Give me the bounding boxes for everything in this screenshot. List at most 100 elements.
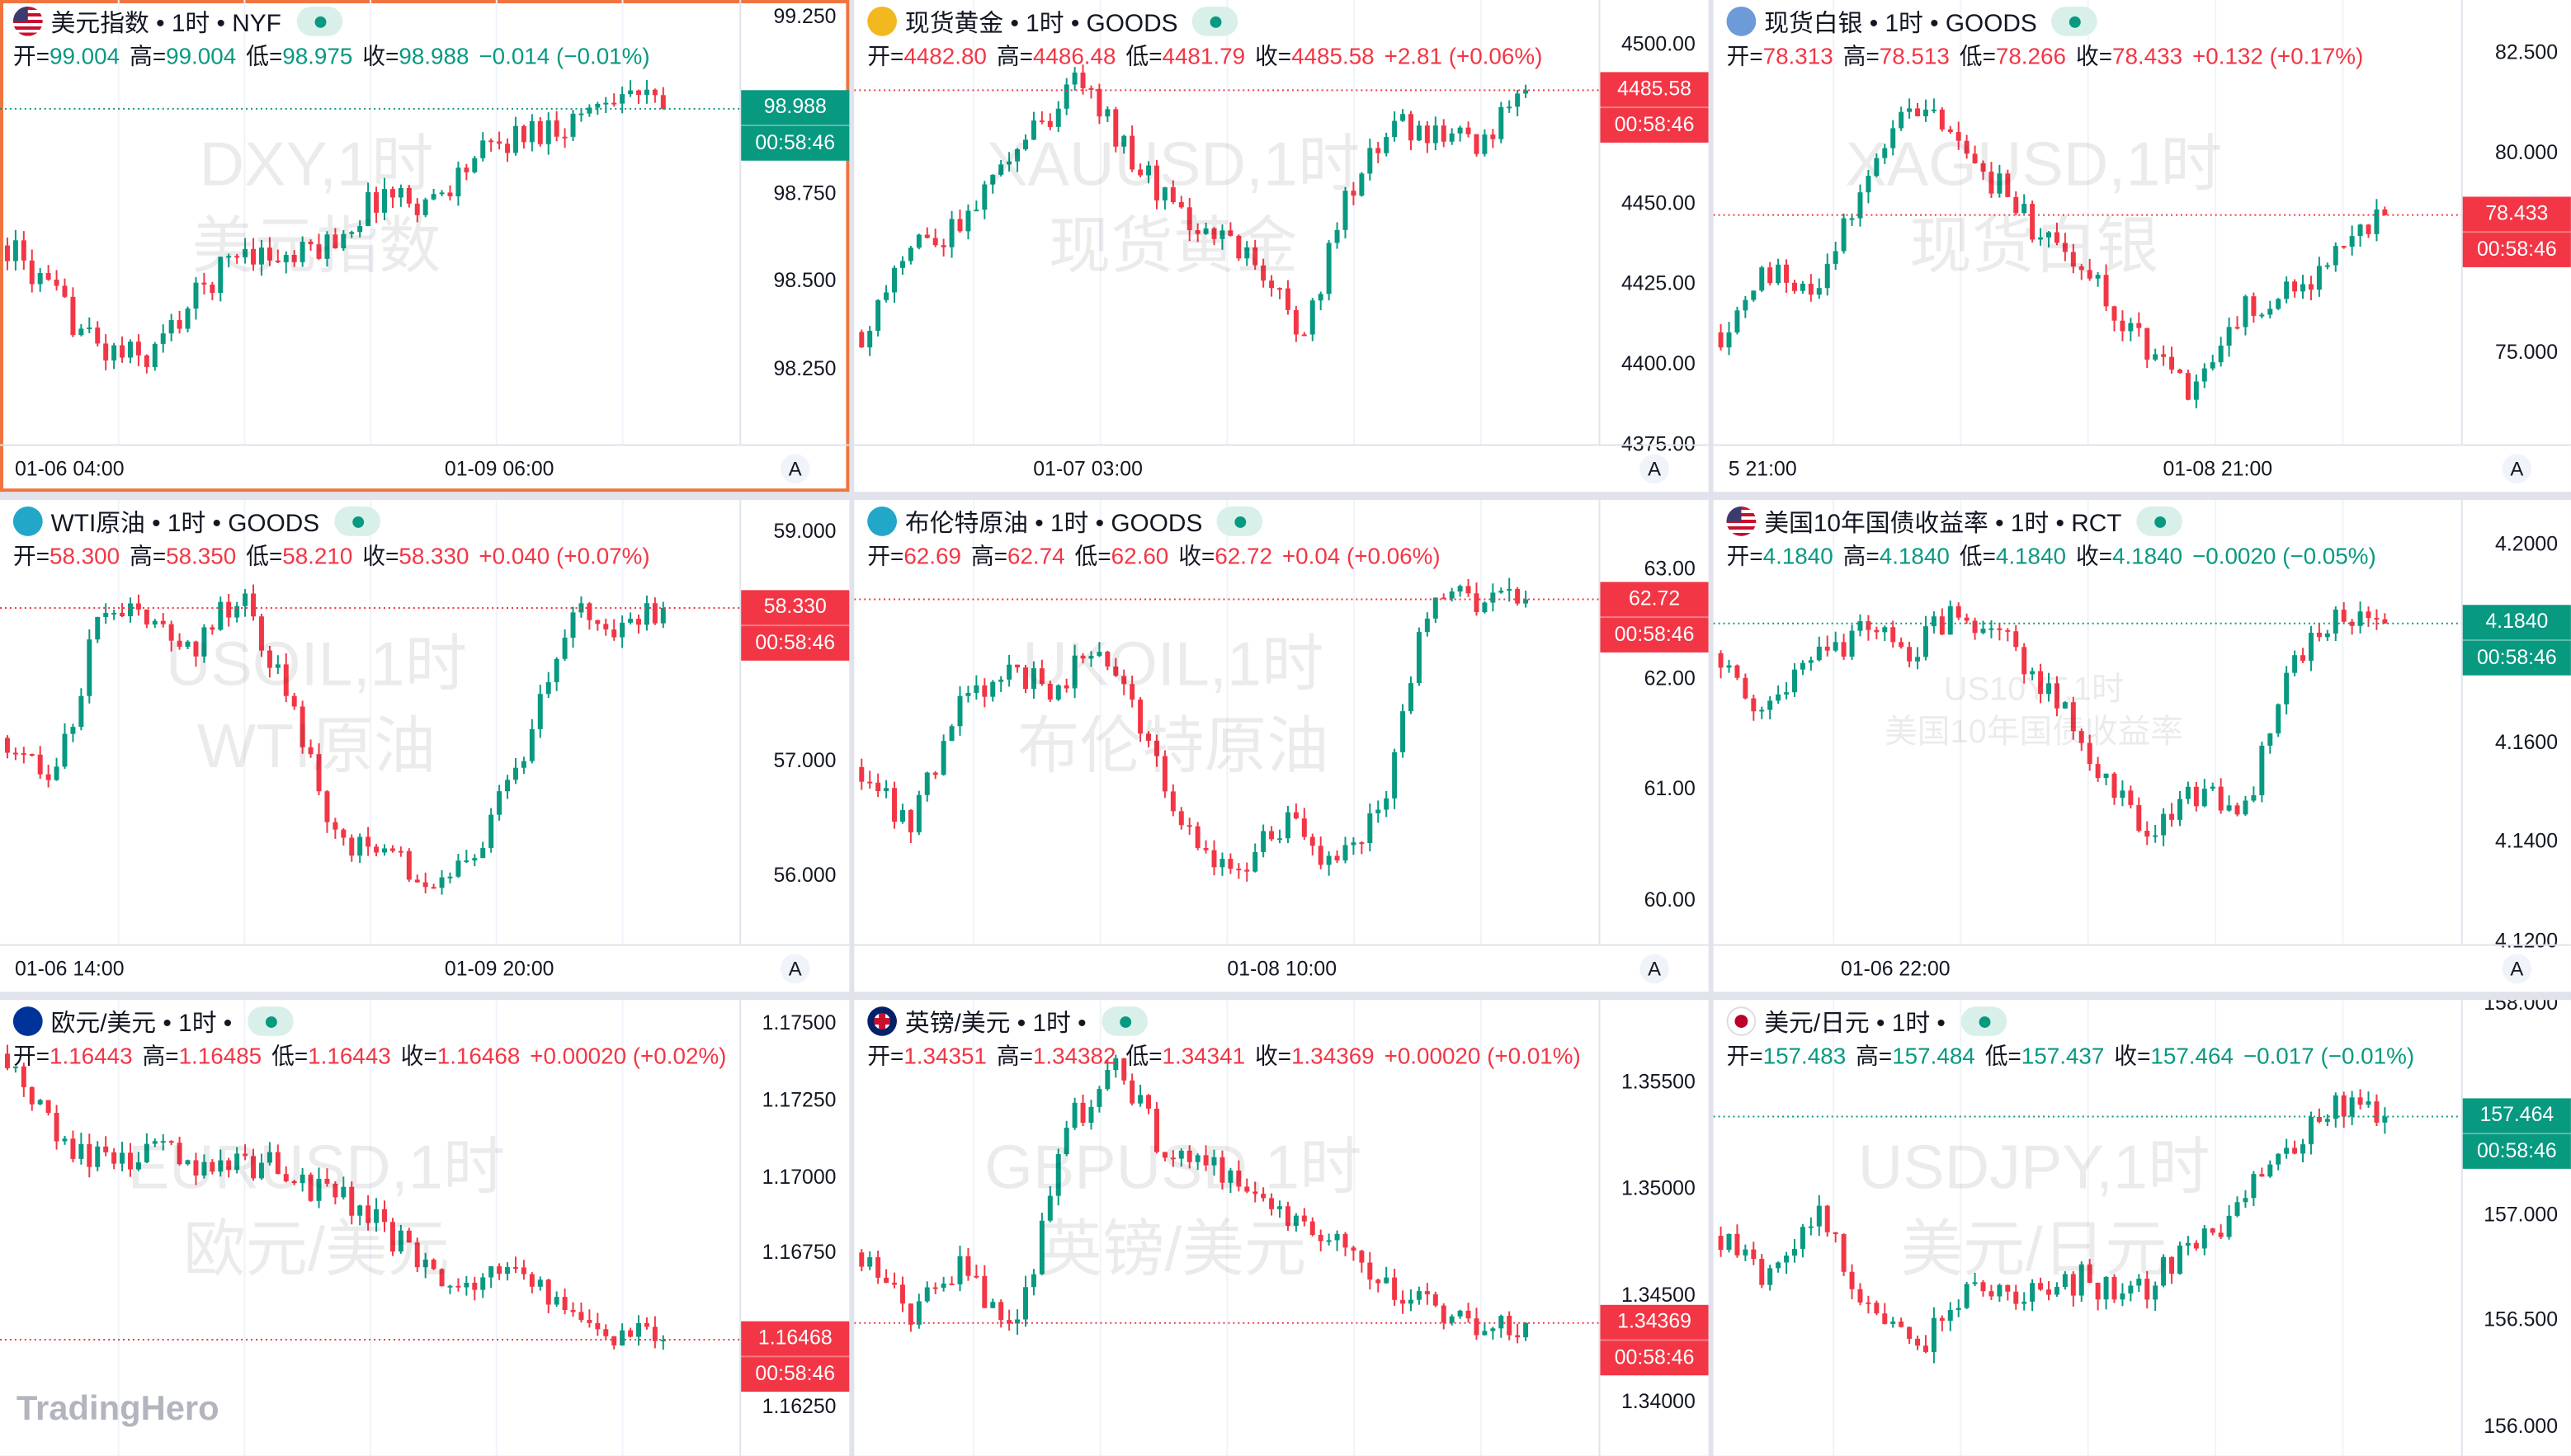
time-axis[interactable]: A 01-06 04:00 01-09 06:00	[0, 444, 850, 492]
candle-body	[1252, 851, 1258, 872]
candle-body	[308, 747, 314, 755]
candle-body	[2070, 702, 2076, 732]
chart-panel-eurusd[interactable]: 欧元/美元 • 1时 • 开=1.16443 高=1.16485 低=1.16443…	[0, 1000, 850, 1456]
candle-body	[2276, 1153, 2281, 1165]
auto-scale-button[interactable]: A	[2502, 454, 2532, 484]
chart-panel-dxy[interactable]: 美元指数 • 1时 • NYF 开=99.004 高=99.004 低=98.975…	[0, 0, 850, 492]
symbol-title[interactable]: 现货白银 • 1时 • GOODS	[1764, 8, 2037, 37]
price-axis[interactable]: 63.00 62.00 61.00 60.00 62.72 00:58:46	[1598, 500, 1709, 946]
time-axis[interactable]: A 01-08 10:00	[854, 944, 1709, 992]
price-axis[interactable]: 82.500 80.000 75.000 78.433 00:58:46	[2460, 0, 2571, 446]
last-price: 78.433	[2485, 201, 2549, 225]
candle-body	[2333, 610, 2338, 634]
candle-body	[1890, 627, 1896, 643]
candle-body	[1931, 1317, 1937, 1352]
candle-body	[1964, 140, 1970, 154]
high-value: 1.16485	[178, 1042, 262, 1069]
chart-panel-ukoil[interactable]: 布伦特原油 • 1时 • GOODS 开=62.69 高=62.74 低=62.60…	[854, 500, 1709, 992]
candle-body	[144, 355, 149, 367]
candle-body	[1186, 207, 1192, 231]
price-axis[interactable]: 1.35500 1.35000 1.34500 1.34000 1.34369 00:58…	[1598, 1000, 1709, 1456]
candle-body	[521, 761, 526, 768]
candle-body	[398, 851, 403, 853]
symbol-title[interactable]: 欧元/美元 • 1时 •	[50, 1009, 233, 1037]
symbol-title[interactable]: 美国10年国债收益率 • 1时 • RCT	[1764, 509, 2122, 537]
candle-body	[924, 234, 930, 238]
symbol-title[interactable]: 美元指数 • 1时 • NYF	[50, 8, 281, 37]
bar-countdown: 00:58:46	[741, 125, 850, 162]
high-label: 高=	[996, 1042, 1033, 1069]
high-label: 高=	[130, 542, 167, 569]
time-axis[interactable]: A 01-07 03:00	[854, 444, 1709, 492]
last-price: 58.330	[763, 595, 827, 618]
symbol-title[interactable]: 现货黄金 • 1时 • GOODS	[904, 8, 1178, 37]
candle-body	[160, 620, 166, 624]
candle-body	[218, 257, 224, 294]
price-axis[interactable]: 1.17500 1.17250 1.17000 1.16750 1.16250 1.164…	[739, 1000, 850, 1456]
time-axis[interactable]: A 01-06 22:00	[1713, 944, 2571, 992]
candle-body	[283, 664, 289, 696]
candle-body	[21, 240, 26, 261]
candle-body	[497, 1266, 502, 1275]
candle-body	[1195, 1155, 1201, 1162]
candle-body	[1055, 108, 1061, 127]
candle-body	[2300, 1144, 2306, 1154]
auto-scale-button[interactable]: A	[780, 454, 810, 484]
symbol-title[interactable]: 英镑/美元 • 1时 •	[904, 1009, 1087, 1037]
candle-body	[1465, 127, 1471, 134]
time-axis[interactable]: A 5 21:00 01-08 21:00	[1713, 444, 2571, 492]
candle-body	[1392, 752, 1398, 799]
candle-body	[103, 343, 109, 360]
open-label: 开=	[1726, 1042, 1763, 1069]
symbol-title[interactable]: 布伦特原油 • 1时 • GOODS	[904, 509, 1203, 537]
low-value: 4.1840	[1995, 542, 2066, 569]
chart-panel-us10y[interactable]: 美国10年国债收益率 • 1时 • RCT 开=4.1840 高=4.1840 低=…	[1713, 500, 2571, 992]
candle-body	[1498, 591, 1504, 593]
symbol-ic-gold-icon	[867, 6, 897, 36]
candle-body	[2054, 1287, 2059, 1295]
candle-body	[120, 1152, 125, 1164]
candle-body	[1474, 593, 1479, 613]
close-label: 收=	[2114, 1042, 2151, 1069]
candle-body	[1375, 1279, 1381, 1284]
price-axis[interactable]: 4500.00 4450.00 4425.00 4400.00 4375.00 4485.…	[1598, 0, 1709, 455]
auto-scale-button[interactable]: A	[1639, 454, 1669, 484]
chart-panel-usoil[interactable]: WTI原油 • 1时 • GOODS 开=58.300 高=58.350 低=58.…	[0, 500, 850, 992]
candle-body	[2095, 275, 2101, 279]
chart-panel-gbpusd[interactable]: 英镑/美元 • 1时 • 开=1.34351 高=1.34382 低=1.34341…	[854, 1000, 1709, 1456]
auto-scale-button[interactable]: A	[2502, 954, 2532, 984]
price-axis[interactable]: 158.000 157.000 156.500 156.000 157.464 00:58…	[2460, 1000, 2571, 1456]
candle-body	[1955, 605, 1961, 618]
candle-body	[2153, 1285, 2158, 1300]
candle-body	[1392, 1277, 1398, 1300]
candle-body	[1088, 656, 1094, 659]
candle-body	[1138, 169, 1144, 176]
candle-body	[982, 1275, 988, 1308]
candle-body	[1113, 1058, 1119, 1071]
auto-scale-button[interactable]: A	[780, 954, 810, 984]
candle-body	[2013, 1291, 2019, 1304]
auto-scale-button[interactable]: A	[1639, 954, 1669, 984]
chart-panel-xauusd[interactable]: 现货黄金 • 1时 • GOODS 开=4482.80 高=4486.48 低=44…	[854, 0, 1709, 492]
candle-body	[12, 1066, 18, 1068]
candle-body	[2374, 618, 2380, 620]
chart-legend: 布伦特原油 • 1时 • GOODS 开=62.69 高=62.74 低=62.60…	[867, 505, 1441, 573]
candle-body	[2251, 795, 2257, 801]
market-open-status-icon	[334, 507, 380, 536]
price-axis[interactable]: 59.000 57.000 56.000 58.330 00:58:46	[739, 500, 850, 946]
symbol-title[interactable]: WTI原油 • 1时 • GOODS	[50, 509, 320, 537]
price-axis[interactable]: 4.2000 4.1600 4.1400 4.1200 4.1840 00:58:46	[2460, 500, 2571, 953]
candle-body	[1767, 1268, 1773, 1285]
candle-body	[357, 836, 363, 856]
candle-body	[283, 1174, 289, 1181]
chart-panel-usdjpy[interactable]: 美元/日元 • 1时 • 开=157.483 高=157.484 低=157.437…	[1713, 1000, 2571, 1456]
symbol-title[interactable]: 美元/日元 • 1时 •	[1764, 1009, 1946, 1037]
ohlc-values: 开=62.69 高=62.74 低=62.60 收=62.72 +0.04 (+0.06…	[867, 540, 1440, 573]
time-axis[interactable]: A 01-06 14:00 01-09 20:00	[0, 944, 850, 992]
candle-body	[291, 255, 297, 262]
price-axis[interactable]: 99.250 98.750 98.500 98.250 98.988 00:58:46	[739, 0, 850, 446]
candle-body	[636, 1322, 641, 1337]
candle-body	[1972, 153, 1978, 163]
candle-body	[70, 1138, 76, 1159]
chart-panel-xagusd[interactable]: 现货白银 • 1时 • GOODS 开=78.313 高=78.513 低=78.2…	[1713, 0, 2571, 492]
